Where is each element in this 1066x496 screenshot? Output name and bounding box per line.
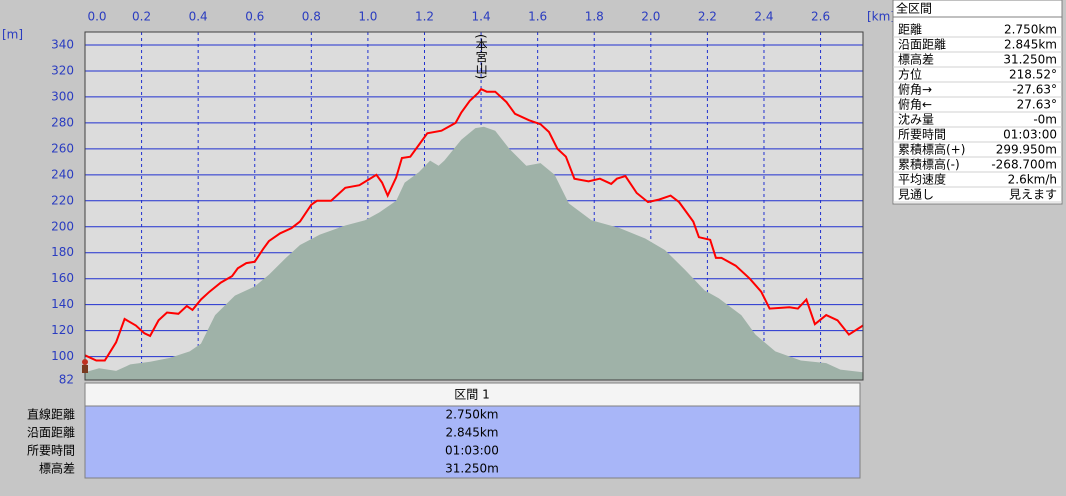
x-tick-label: 0.0 [87, 10, 106, 24]
section-title[interactable]: 区間 1 [454, 388, 489, 402]
y-tick-label: 100 [51, 349, 74, 363]
summary-value: -27.63° [1012, 83, 1057, 97]
summary-label: 累積標高(+) [898, 142, 965, 157]
section-value: 2.750km [446, 408, 499, 422]
y-tick-label: 260 [51, 141, 74, 155]
x-tick-label: 1.0 [358, 10, 377, 24]
x-tick-label: 2.6 [811, 10, 830, 24]
x-tick-label: 0.8 [302, 10, 321, 24]
section-label: 直線距離 [27, 407, 75, 422]
section-label: 沿面距離 [27, 426, 75, 440]
summary-panel [892, 0, 1063, 205]
x-tick-label: 2.2 [698, 10, 717, 24]
y-tick-label: 220 [51, 193, 74, 207]
x-tick-label: 2.4 [754, 10, 773, 24]
summary-select[interactable] [892, 0, 1063, 18]
summary-value: 27.63° [1017, 98, 1057, 112]
section-label: 標高差 [39, 461, 75, 476]
y-tick-label: 240 [51, 167, 74, 181]
section-value: 31.250m [445, 462, 499, 476]
y-tick-label: 160 [51, 271, 74, 285]
summary-label: 平均速度 [898, 172, 946, 187]
summary-value: -0m [1033, 113, 1057, 127]
x-tick-label: 2.0 [641, 10, 660, 24]
y-tick-label: 340 [51, 37, 74, 51]
summary-label: 標高差 [898, 52, 934, 67]
hiker-icon [82, 359, 88, 373]
peak-annotation: (本宮山) [474, 34, 488, 79]
summary-label: 累積標高(-) [898, 157, 960, 172]
summary-label: 沿面距離 [898, 38, 946, 52]
x-tick-label: 0.6 [245, 10, 264, 24]
summary-value: 01:03:00 [1003, 128, 1057, 142]
summary-value: 299.950m [996, 143, 1057, 157]
summary-value: 31.250m [1003, 53, 1057, 67]
x-tick-label: 1.6 [528, 10, 547, 24]
summary-value: 2.750km [1004, 23, 1057, 37]
summary-value: 見えます [1009, 188, 1057, 202]
summary-label: 俯角→ [898, 82, 932, 97]
summary-value: 2.845km [1004, 38, 1057, 52]
x-unit: [km] [867, 10, 895, 24]
summary-value: 2.6km/h [1008, 173, 1057, 187]
x-tick-label: 1.8 [585, 10, 604, 24]
y-tick-label: 180 [51, 245, 74, 259]
y-tick-label: 320 [51, 63, 74, 77]
plot: (本宮山) [84, 32, 864, 381]
section-value: 01:03:00 [445, 444, 499, 458]
terrain-area [85, 126, 863, 380]
x-tick-label: 1.4 [472, 10, 491, 24]
y-tick-label: 82 [59, 373, 74, 387]
summary-title[interactable]: 全区間 [896, 1, 932, 16]
summary-label: 所要時間 [898, 128, 946, 142]
plot-frame [84, 31, 864, 381]
summary-label: 沈み量 [898, 112, 934, 127]
x-tick-label: 0.2 [132, 10, 151, 24]
summary-label: 俯角← [898, 97, 932, 112]
section-label: 所要時間 [27, 444, 75, 458]
summary-label: 見通し [898, 188, 934, 202]
x-tick-label: 1.2 [415, 10, 434, 24]
y-unit: [m] [2, 28, 23, 42]
y-tick-label: 140 [51, 297, 74, 311]
icon-body [82, 365, 88, 373]
summary-value: 218.52° [1009, 68, 1057, 82]
y-tick-label: 120 [51, 323, 74, 337]
section-rows: 直線距離 2.750km 沿面距離 2.845km 所要時間 01:03:00 標高差 31.… [27, 407, 499, 476]
section-value: 2.845km [446, 426, 499, 440]
x-tick-label: 0.4 [189, 10, 208, 24]
y-tick-label: 200 [51, 219, 74, 233]
y-tick-label: 280 [51, 115, 74, 129]
summary-label: 距離 [898, 23, 922, 37]
section-body [84, 405, 861, 479]
route-line [84, 87, 864, 362]
summary-rows: 距離 2.750km 沿面距離 2.845km 標高差 31.250m 方位 218.52° 俯… [893, 23, 1062, 203]
icon-head [82, 359, 88, 365]
y-tick-label: 300 [51, 89, 74, 103]
summary-label: 方位 [898, 67, 922, 82]
summary-value: -268.700m [991, 158, 1057, 172]
